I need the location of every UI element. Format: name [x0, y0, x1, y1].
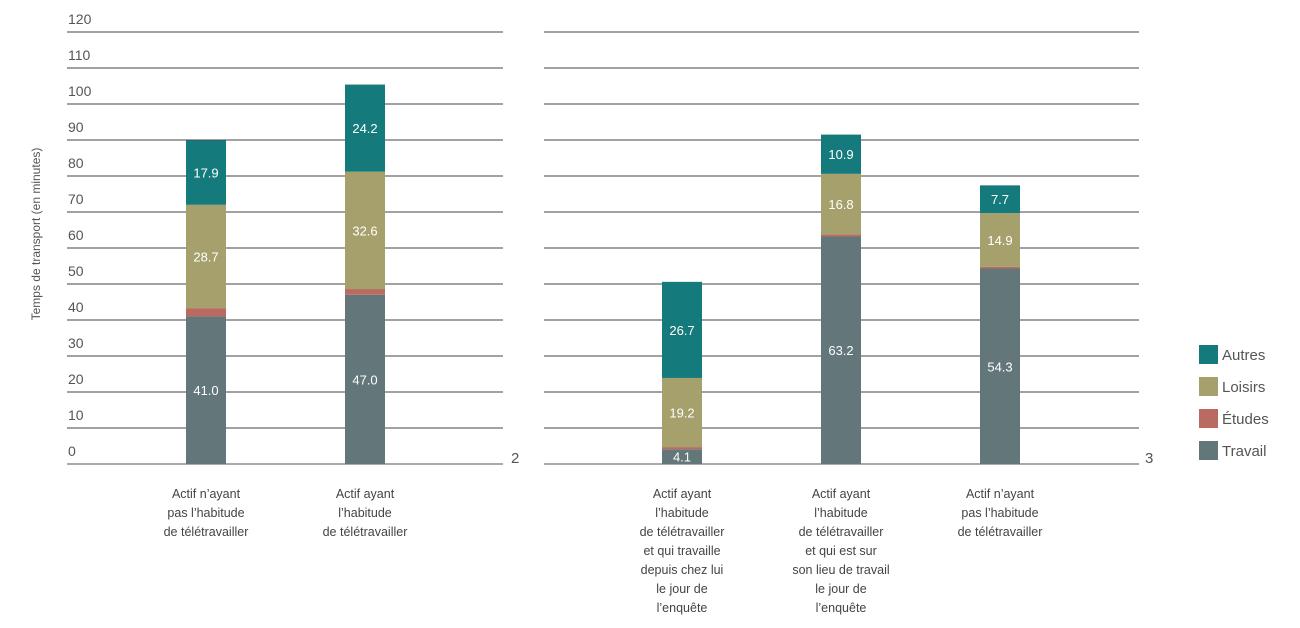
category-label-line: Actif ayant [653, 487, 712, 501]
category-label-line: depuis chez lui [641, 563, 724, 577]
data-label: 54.3 [987, 359, 1012, 374]
legend-swatch [1199, 377, 1218, 396]
data-label: 63.2 [828, 343, 853, 358]
bar-segment-études [345, 289, 385, 295]
legend-label: Travail [1222, 443, 1266, 460]
data-label: 19.2 [669, 406, 694, 421]
data-label: 32.6 [352, 223, 377, 238]
category-label: Actif ayant l’habitude de télétravailler et… [792, 487, 889, 615]
category-label-line: de télétravailler [799, 525, 884, 539]
y-tick-label: 80 [68, 155, 84, 171]
category-label: Actif ayant l’habitude de télétravailler [323, 487, 408, 539]
bar-segment-études [186, 308, 226, 317]
panel-number: 3 [1145, 450, 1153, 467]
bar-segment-travail [821, 236, 861, 464]
y-axis-ticks: 0 10 20 30 40 50 60 70 80 90 100 110 120 [68, 11, 92, 459]
category-label-line: de télétravailler [640, 525, 725, 539]
category-label-line: Actif ayant [812, 487, 871, 501]
category-label-line: Actif ayant [336, 487, 395, 501]
category-label-line: l’habitude [338, 506, 392, 520]
category-label-line: de télétravailler [323, 525, 408, 539]
category-label: Actif ayant l’habitude de télétravailler et… [640, 487, 725, 615]
bar-segment-autres [662, 281, 702, 378]
data-label: 7.7 [991, 192, 1009, 207]
y-tick-label: 90 [68, 119, 84, 135]
legend-label: Loisirs [1222, 379, 1265, 396]
category-label-line: le jour de [656, 582, 707, 596]
y-tick-label: 60 [68, 227, 84, 243]
bar-segment-travail [186, 316, 226, 464]
data-label: 47.0 [352, 372, 377, 387]
category-label: Actif n’ayant pas l’habitude de télétravai… [164, 487, 249, 539]
category-labels: Actif n’ayant pas l’habitude de télétravai… [164, 487, 1043, 615]
bar-segment-loisirs [186, 204, 226, 309]
data-label: 4.1 [673, 450, 691, 465]
y-tick-label: 30 [68, 335, 84, 351]
y-tick-label: 10 [68, 407, 84, 423]
data-label: 28.7 [193, 249, 218, 264]
bar-segment-travail [662, 449, 702, 464]
y-tick-label: 110 [68, 47, 91, 63]
category-label-line: de télétravailler [164, 525, 249, 539]
y-tick-label: 0 [68, 443, 76, 459]
category-label-line: l’habitude [814, 506, 868, 520]
category-label-line: pas l’habitude [961, 506, 1038, 520]
category-label: Actif n’ayant pas l’habitude de télétravai… [958, 487, 1043, 539]
bar-segment-études [980, 266, 1020, 269]
bar-segment-autres [980, 185, 1020, 214]
bar-segment-autres [186, 140, 226, 205]
bar-segment-loisirs [821, 173, 861, 235]
category-label-line: son lieu de travail [792, 563, 889, 577]
y-tick-label: 40 [68, 299, 84, 315]
panel-number: 2 [511, 450, 519, 467]
category-label-line: Actif n’ayant [172, 487, 241, 501]
bar-segment-loisirs [980, 213, 1020, 267]
category-label-line: l’habitude [655, 506, 709, 520]
data-label: 41.0 [193, 383, 218, 398]
bar-segment-travail [345, 294, 385, 464]
legend-swatch [1199, 441, 1218, 460]
bar-segment-loisirs [662, 377, 702, 448]
y-axis-label: Temps de transport (en minutes) [29, 148, 43, 321]
category-label-line: l’enquête [816, 601, 867, 615]
data-label: 14.9 [987, 233, 1012, 248]
data-label: 16.8 [828, 197, 853, 212]
legend-swatch [1199, 409, 1218, 428]
legend-swatch [1199, 345, 1218, 364]
bars: 41.02.328.717.947.01.632.624.24.10.619.2… [186, 84, 1020, 465]
legend-label: Autres [1222, 347, 1265, 364]
category-label-line: l’enquête [657, 601, 708, 615]
legend-label: Études [1222, 411, 1269, 428]
data-label: 10.9 [828, 147, 853, 162]
category-label-line: Actif n’ayant [966, 487, 1035, 501]
category-label-line: et qui est sur [805, 544, 877, 558]
bar-segment-travail [980, 268, 1020, 464]
data-label: 17.9 [193, 166, 218, 181]
y-tick-label: 120 [68, 11, 92, 27]
y-tick-label: 70 [68, 191, 84, 207]
gridlines [67, 31, 1139, 465]
y-tick-label: 20 [68, 371, 84, 387]
bar-segment-autres [821, 134, 861, 174]
y-tick-label: 100 [68, 83, 92, 99]
bar-segment-loisirs [345, 171, 385, 290]
bar-segment-autres [345, 84, 385, 172]
category-label-line: et qui travaille [643, 544, 720, 558]
y-tick-label: 50 [68, 263, 84, 279]
category-label-line: pas l’habitude [167, 506, 244, 520]
bar-segment-études [821, 234, 861, 237]
bar-segment-études [662, 447, 702, 450]
legend: Autres Loisirs Études Travail [1199, 345, 1269, 460]
data-label: 26.7 [669, 323, 694, 338]
data-label: 24.2 [352, 121, 377, 136]
category-label-line: le jour de [815, 582, 866, 596]
category-label-line: de télétravailler [958, 525, 1043, 539]
